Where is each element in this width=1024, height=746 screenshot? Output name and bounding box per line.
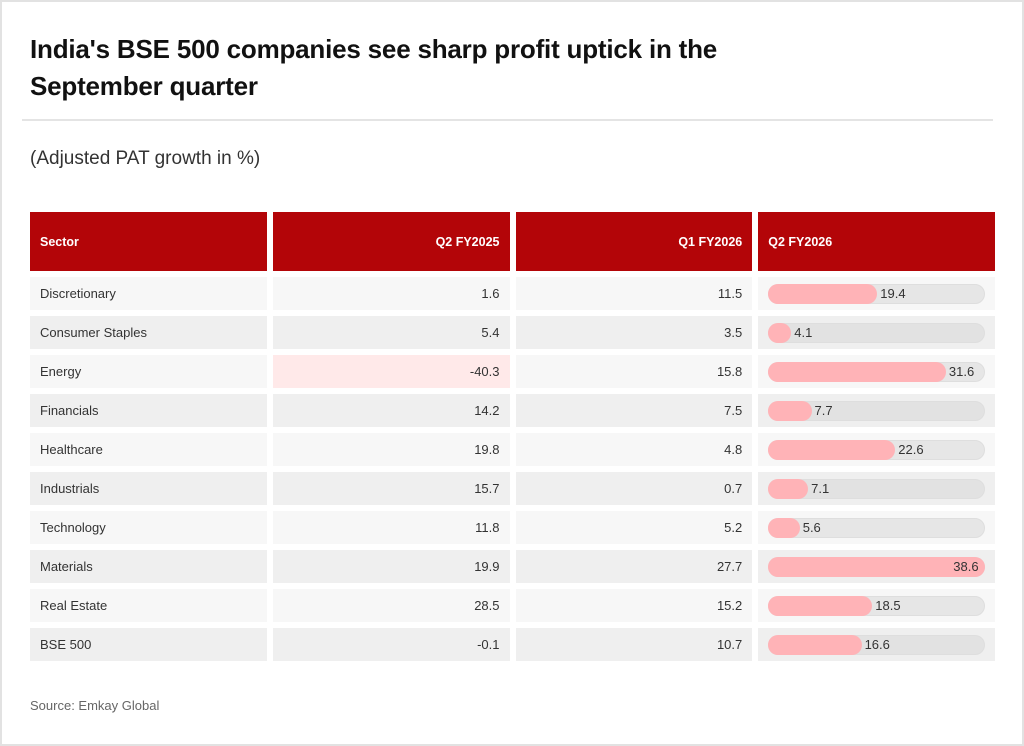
bar-fill: [768, 478, 809, 499]
header-q2-fy2025: Q2 FY2025: [272, 212, 510, 271]
header-q2-fy2026: Q2 FY2026: [758, 212, 995, 271]
q1-fy2026-cell: 15.8: [515, 355, 753, 388]
table-row: Healthcare 19.8 4.8 22.6: [30, 433, 996, 466]
q2-fy2026-cell: 31.6: [758, 355, 996, 388]
bar-fill: [768, 283, 878, 304]
bar-value-label: 31.6: [948, 363, 975, 379]
q2-fy2025-cell: 19.8: [272, 433, 510, 466]
title-divider: [22, 119, 993, 121]
bar-track: 16.6: [768, 634, 986, 655]
bar-value-label: 16.6: [864, 636, 890, 652]
bar-track: 31.6: [768, 361, 986, 382]
sector-cell: Real Estate: [30, 589, 267, 622]
bar-value-label: 7.7: [814, 402, 833, 418]
table-row: BSE 500 -0.1 10.7 16.6: [30, 628, 996, 661]
bar-track: 7.1: [768, 478, 986, 499]
chart-subtitle: (Adjusted PAT growth in %): [30, 148, 261, 169]
sector-cell: Healthcare: [30, 433, 267, 466]
bar-fill: [768, 634, 862, 655]
sector-cell: Consumer Staples: [30, 316, 267, 349]
table-row: Technology 11.8 5.2 5.6: [30, 511, 996, 544]
bar-fill: [768, 556, 986, 577]
q1-fy2026-cell: 15.2: [515, 589, 753, 622]
q2-fy2025-cell: 5.4: [272, 316, 510, 349]
q2-fy2026-cell: 5.6: [758, 511, 996, 544]
q2-fy2026-cell: 16.6: [758, 628, 996, 661]
q1-fy2026-cell: 10.7: [515, 628, 753, 661]
table-row: Real Estate 28.5 15.2 18.5: [30, 589, 996, 622]
q2-fy2026-cell: 7.7: [758, 394, 996, 427]
bar-track: 5.6: [768, 517, 986, 538]
bar-value-label: 38.6: [953, 558, 979, 574]
bar-fill: [768, 439, 896, 460]
bar-track: 4.1: [768, 322, 986, 343]
sector-cell: Industrials: [30, 472, 267, 505]
q1-fy2026-cell: 3.5: [515, 316, 753, 349]
bar-fill: [768, 517, 800, 538]
table-row: Discretionary 1.6 11.5 19.4: [30, 277, 996, 310]
bar-value-label: 4.1: [794, 324, 813, 340]
q1-fy2026-cell: 11.5: [515, 277, 753, 310]
table-row: Energy -40.3 15.8 31.6: [30, 355, 996, 388]
q2-fy2025-cell: 11.8: [272, 511, 510, 544]
q2-fy2026-cell: 18.5: [758, 589, 996, 622]
data-table: Sector Q2 FY2025 Q1 FY2026 Q2 FY2026 Dis…: [30, 212, 996, 667]
sector-cell: Materials: [30, 550, 267, 583]
q2-fy2026-cell: 7.1: [758, 472, 996, 505]
sector-cell: BSE 500: [30, 628, 267, 661]
bar-value-label: 18.5: [875, 597, 901, 613]
q2-fy2026-cell: 4.1: [758, 316, 996, 349]
q1-fy2026-cell: 0.7: [515, 472, 753, 505]
q2-fy2025-cell: 28.5: [272, 589, 510, 622]
table-body: Discretionary 1.6 11.5 19.4 Consumer Staples…: [30, 277, 996, 661]
q2-fy2025-cell: 19.9: [272, 550, 510, 583]
q2-fy2025-cell: 1.6: [272, 277, 510, 310]
table-row: Materials 19.9 27.7 38.6: [30, 550, 996, 583]
sector-cell: Financials: [30, 394, 267, 427]
bar-value-label: 7.1: [811, 480, 830, 496]
q2-fy2025-cell: -40.3: [272, 355, 510, 388]
q2-fy2026-cell: 38.6: [758, 550, 996, 583]
bar-track: 38.6: [768, 556, 986, 577]
bar-value-label: 22.6: [898, 441, 924, 457]
q2-fy2025-cell: 14.2: [272, 394, 510, 427]
table-header-row: Sector Q2 FY2025 Q1 FY2026 Q2 FY2026: [30, 212, 995, 271]
bar-track: 22.6: [768, 439, 986, 460]
q2-fy2025-cell: -0.1: [272, 628, 510, 661]
bar-value-label: 19.4: [880, 285, 906, 301]
q1-fy2026-cell: 7.5: [515, 394, 753, 427]
q1-fy2026-cell: 5.2: [515, 511, 753, 544]
source-note: Source: Emkay Global: [30, 698, 160, 713]
bar-track: 19.4: [768, 283, 986, 304]
sector-cell: Discretionary: [30, 277, 267, 310]
sector-cell: Technology: [30, 511, 267, 544]
q1-fy2026-cell: 27.7: [515, 550, 753, 583]
q2-fy2026-cell: 19.4: [758, 277, 996, 310]
bar-track: 7.7: [768, 400, 986, 421]
bar-fill: [768, 361, 946, 382]
q2-fy2025-cell: 15.7: [272, 472, 510, 505]
q1-fy2026-cell: 4.8: [515, 433, 753, 466]
sector-cell: Energy: [30, 355, 267, 388]
bar-fill: [768, 322, 792, 343]
bar-value-label: 5.6: [802, 519, 821, 535]
table-row: Consumer Staples 5.4 3.5 4.1: [30, 316, 996, 349]
header-sector: Sector: [30, 212, 267, 271]
q2-fy2026-cell: 22.6: [758, 433, 996, 466]
table-row: Industrials 15.7 0.7 7.1: [30, 472, 996, 505]
chart-title: India's BSE 500 companies see sharp prof…: [30, 34, 718, 101]
bar-fill: [768, 595, 873, 616]
header-q1-fy2026: Q1 FY2026: [515, 212, 753, 271]
bar-fill: [768, 400, 812, 421]
bar-track: 18.5: [768, 595, 986, 616]
table-row: Financials 14.2 7.5 7.7: [30, 394, 996, 427]
